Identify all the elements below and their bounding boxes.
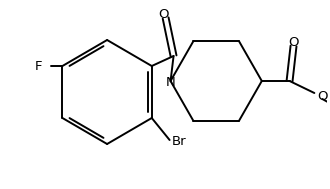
Text: N: N bbox=[166, 77, 176, 90]
Text: O: O bbox=[158, 8, 169, 21]
Text: F: F bbox=[35, 60, 43, 73]
Text: O: O bbox=[317, 91, 328, 104]
Text: O: O bbox=[288, 36, 299, 49]
Text: Br: Br bbox=[172, 135, 186, 148]
